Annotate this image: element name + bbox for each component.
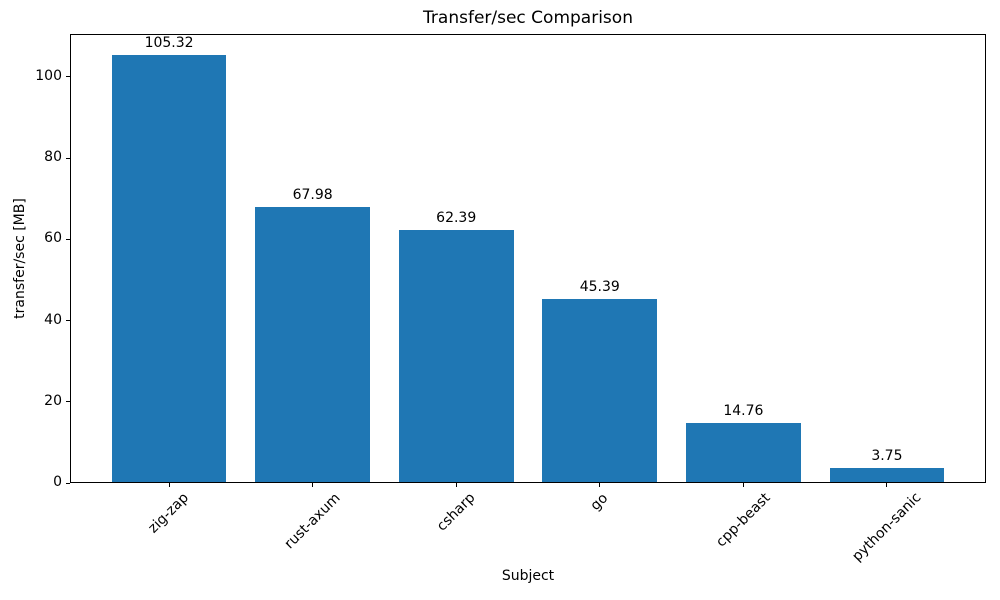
x-tick-mark xyxy=(312,483,314,487)
bar-python-sanic xyxy=(829,467,945,483)
y-tick-mark xyxy=(66,238,70,240)
y-axis-label: transfer/sec [MB] xyxy=(11,198,28,319)
x-tick-label: python-sanic xyxy=(849,489,925,566)
bar-value-label: 14.76 xyxy=(723,403,764,420)
bar-value-label: 3.75 xyxy=(871,447,903,464)
x-tick-mark xyxy=(742,483,744,487)
x-tick-mark xyxy=(886,483,888,487)
x-tick-mark xyxy=(455,483,457,487)
y-tick-label: 20 xyxy=(44,392,62,409)
plot-area xyxy=(70,34,986,483)
y-tick-mark xyxy=(66,157,70,159)
x-axis-label: Subject xyxy=(501,568,555,584)
bar-go xyxy=(542,298,658,483)
y-tick-mark xyxy=(66,76,70,78)
x-tick-mark xyxy=(168,483,170,487)
chart-title: Transfer/sec Comparison xyxy=(423,8,633,28)
bar-value-label: 67.98 xyxy=(292,186,333,203)
y-tick-label: 100 xyxy=(35,67,62,84)
y-tick-mark xyxy=(66,482,70,484)
y-tick-mark xyxy=(66,320,70,322)
bar-value-label: 45.39 xyxy=(579,278,620,295)
bar-cpp-beast xyxy=(685,423,801,483)
y-tick-label: 0 xyxy=(53,474,62,490)
x-tick-mark xyxy=(599,483,601,487)
bar-value-label: 62.39 xyxy=(436,209,477,226)
y-tick-mark xyxy=(66,401,70,403)
x-tick-label: go xyxy=(587,489,612,514)
x-tick-label: cpp-beast xyxy=(713,489,774,551)
x-tick-label: zig-zap xyxy=(145,489,193,537)
x-tick-label: rust-axum xyxy=(281,490,344,553)
bar-zig-zap xyxy=(111,55,227,483)
y-tick-label: 80 xyxy=(44,149,62,166)
bar-value-label: 105.32 xyxy=(144,35,194,52)
x-tick-label: csharp xyxy=(433,489,479,535)
bar-rust-axum xyxy=(255,206,371,483)
bar-csharp xyxy=(398,229,514,483)
y-tick-label: 60 xyxy=(44,230,62,247)
y-tick-label: 40 xyxy=(44,311,62,328)
